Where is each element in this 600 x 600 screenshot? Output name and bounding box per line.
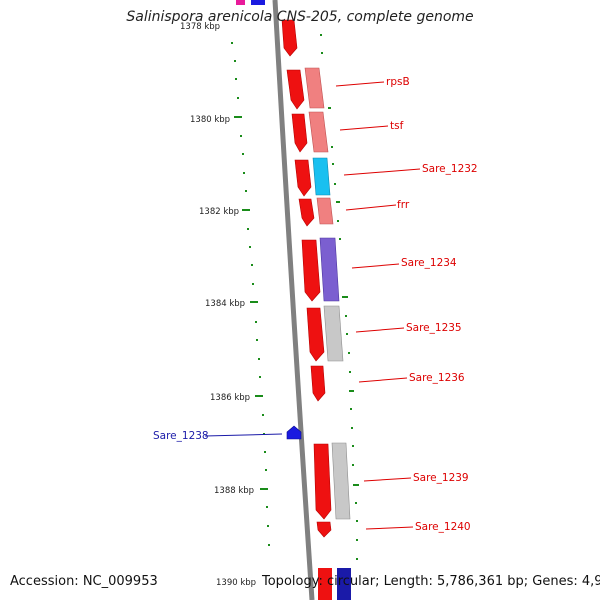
gene-label-rpsB[interactable]: rpsB — [386, 76, 410, 88]
gene-label-sare-1236[interactable]: Sare_1236 — [409, 372, 465, 384]
gene-block-pink — [304, 67, 325, 109]
tick-label: 1388 kbp — [214, 486, 254, 496]
gene-block-gray — [331, 442, 351, 520]
gene-arrow — [291, 113, 308, 153]
gene-label-sare-1238[interactable]: Sare_1238 — [153, 430, 209, 442]
gene-block-bottom — [337, 568, 351, 600]
minor-ticks-left — [231, 42, 270, 546]
gene-arrow — [301, 239, 321, 302]
major-tick-1390: 1390 kbp — [216, 578, 256, 588]
gene-block-blue-top — [251, 0, 265, 5]
genome-info-text: Topology: circular; Length: 5,786,361 bp… — [262, 574, 600, 589]
gene-label-sare-1235[interactable]: Sare_1235 — [406, 322, 462, 334]
minor-ticks-right — [320, 34, 359, 560]
accession-text: Accession: NC_009953 — [10, 574, 158, 589]
map-title: Salinispora arenicola CNS-205, complete … — [126, 9, 474, 25]
tick-label: 1386 kbp — [210, 393, 250, 403]
gene-block-pink-top — [236, 0, 245, 5]
gene-block-cyan — [312, 157, 331, 196]
gene-label-sare-1240[interactable]: Sare_1240 — [415, 521, 471, 533]
major-tick-1386: 1386 kbp — [210, 393, 263, 403]
gene-block-bottom — [318, 568, 332, 600]
gene-label-sare-1239[interactable]: Sare_1239 — [413, 472, 469, 484]
major-tick-1380: 1380 kbp — [190, 115, 242, 125]
gene-label-sare-1232[interactable]: Sare_1232 — [422, 163, 478, 175]
gene-label-tsf[interactable]: tsf — [390, 120, 404, 132]
gene-label-frr[interactable]: frr — [397, 199, 410, 211]
gene-block-pink — [308, 111, 329, 153]
gene-arrow — [316, 521, 332, 538]
tick-label: 1390 kbp — [216, 578, 256, 588]
gene-arrow — [306, 307, 325, 362]
gene-block-pink — [316, 197, 334, 225]
gene-arrow-reverse — [286, 425, 302, 440]
genome-backbone — [272, 0, 315, 600]
gene-arrow — [298, 198, 315, 227]
major-tick-1388: 1388 kbp — [214, 486, 268, 496]
gene-arrow — [313, 443, 332, 520]
tick-label: 1380 kbp — [190, 115, 230, 125]
major-tick-1384: 1384 kbp — [205, 299, 258, 309]
tick-label: 1384 kbp — [205, 299, 245, 309]
gene-arrow — [294, 159, 312, 197]
gene-arrow — [286, 69, 305, 110]
tick-label-top-partial: 1378 kbp — [180, 22, 220, 32]
gene-label-sare-1234[interactable]: Sare_1234 — [401, 257, 457, 269]
gene-arrow — [310, 365, 326, 402]
label-leaders — [204, 81, 421, 530]
gene-block-gray — [323, 305, 344, 362]
tick-label: 1382 kbp — [199, 207, 239, 217]
gene-arrow — [281, 19, 298, 57]
gene-block-purple — [319, 237, 340, 302]
gene-arrows-forward — [281, 19, 332, 538]
major-tick-1382: 1382 kbp — [199, 207, 250, 217]
